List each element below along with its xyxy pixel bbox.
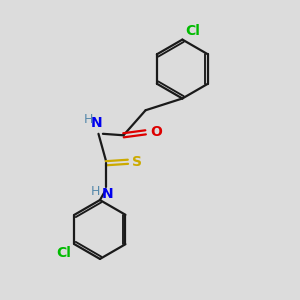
- Text: S: S: [132, 155, 142, 169]
- Text: H: H: [91, 185, 100, 198]
- Text: Cl: Cl: [185, 24, 200, 38]
- Text: Cl: Cl: [57, 246, 71, 260]
- Text: N: N: [101, 188, 113, 201]
- Text: O: O: [150, 125, 162, 139]
- Text: H: H: [83, 113, 93, 126]
- Text: N: N: [91, 116, 103, 130]
